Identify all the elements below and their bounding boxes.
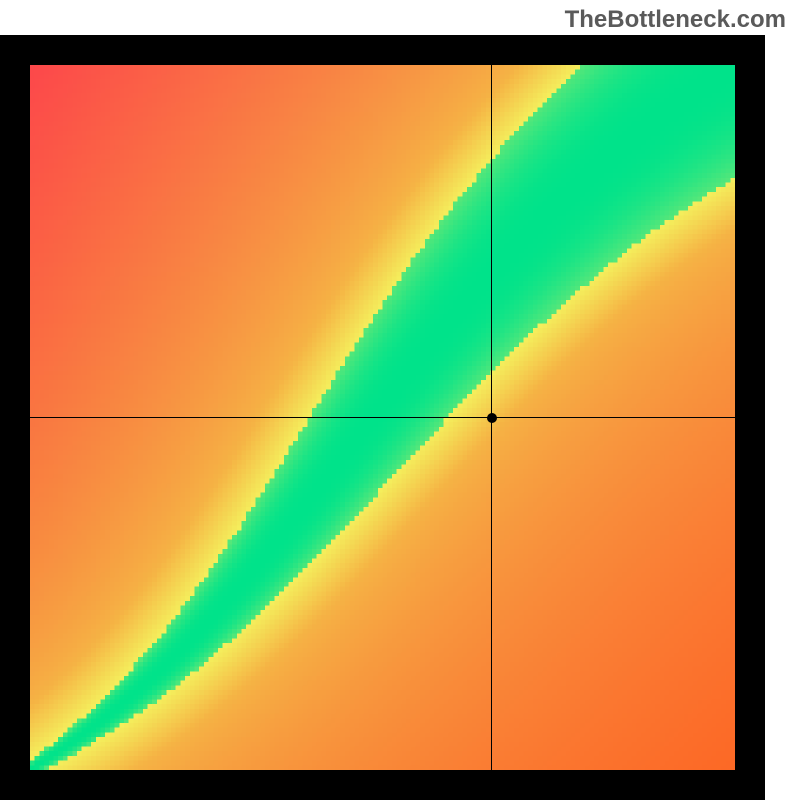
crosshair-horizontal <box>30 417 735 418</box>
watermark-text: TheBottleneck.com <box>565 6 786 34</box>
crosshair-marker <box>487 413 497 423</box>
image-container: TheBottleneck.com <box>0 0 800 800</box>
